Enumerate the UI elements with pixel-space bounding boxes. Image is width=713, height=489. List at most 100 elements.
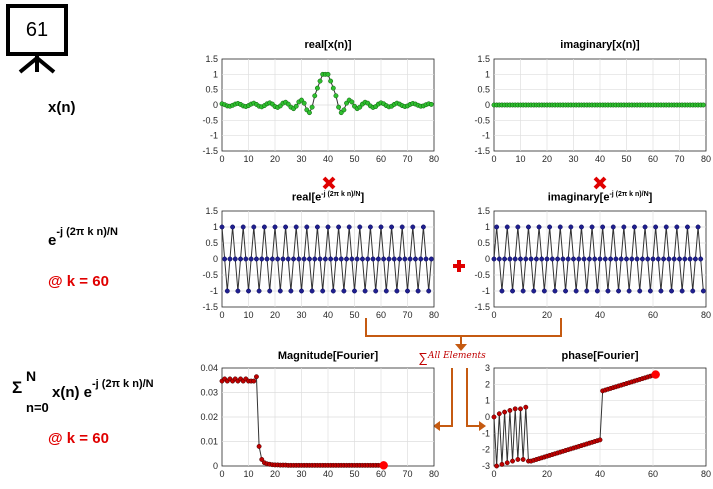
data-point bbox=[573, 288, 579, 294]
data-point bbox=[309, 288, 315, 294]
data-point bbox=[352, 288, 357, 294]
data-point bbox=[219, 224, 225, 230]
data-point bbox=[338, 256, 344, 262]
data-point bbox=[291, 256, 297, 262]
data-point bbox=[666, 256, 672, 262]
data-point bbox=[413, 256, 418, 262]
data-point bbox=[333, 93, 339, 99]
x-tick-label: 40 bbox=[595, 469, 605, 479]
y-tick-label: 0.04 bbox=[200, 364, 218, 373]
y-tick-label: 1 bbox=[213, 222, 218, 232]
data-point bbox=[597, 437, 603, 443]
row-note-k1: @ k = 60 bbox=[48, 273, 109, 290]
data-point bbox=[669, 288, 675, 294]
data-point bbox=[560, 256, 566, 262]
series-line bbox=[493, 226, 704, 292]
data-point bbox=[555, 256, 561, 262]
x-tick-label: 60 bbox=[376, 310, 386, 320]
y-tick-label: 0.5 bbox=[205, 85, 218, 95]
data-point bbox=[504, 224, 510, 230]
y-tick-label: -1.5 bbox=[202, 146, 218, 156]
data-point bbox=[407, 256, 413, 262]
data-point bbox=[624, 256, 629, 262]
data-point bbox=[230, 224, 236, 230]
data-point bbox=[317, 78, 323, 84]
data-point bbox=[594, 288, 600, 294]
data-point bbox=[600, 224, 606, 230]
data-point bbox=[428, 101, 434, 107]
data-point bbox=[227, 256, 233, 262]
data-point bbox=[307, 110, 312, 116]
y-tick-label: 1 bbox=[213, 69, 218, 79]
y-tick-label: 0 bbox=[485, 412, 490, 422]
data-point bbox=[346, 224, 352, 230]
x-tick-label: 30 bbox=[296, 310, 306, 320]
x-tick-label: 40 bbox=[323, 310, 333, 320]
data-point bbox=[602, 256, 608, 262]
data-point bbox=[502, 409, 508, 415]
y-tick-label: -1 bbox=[210, 131, 218, 141]
y-tick-label: -2 bbox=[482, 445, 490, 455]
x-tick-label: 80 bbox=[701, 310, 711, 320]
data-point bbox=[528, 256, 534, 262]
data-point bbox=[259, 256, 265, 262]
data-point bbox=[389, 224, 395, 230]
data-point bbox=[275, 256, 281, 262]
data-point bbox=[616, 288, 622, 294]
data-point bbox=[328, 78, 334, 84]
data-point bbox=[507, 408, 513, 413]
data-point bbox=[496, 411, 502, 417]
x-tick-label: 50 bbox=[349, 469, 359, 479]
data-point bbox=[370, 256, 376, 262]
y-tick-label: 1 bbox=[485, 222, 490, 232]
data-point bbox=[642, 224, 648, 230]
x-tick-label: 40 bbox=[595, 154, 605, 164]
x-tick-label: 20 bbox=[270, 154, 280, 164]
data-point bbox=[510, 288, 515, 294]
data-point bbox=[504, 460, 510, 466]
data-point bbox=[397, 256, 403, 262]
x-tick-label: 40 bbox=[323, 469, 333, 479]
data-point bbox=[597, 256, 603, 262]
y-tick-label: 1.5 bbox=[477, 207, 490, 216]
data-point bbox=[341, 107, 347, 113]
x-tick-label: 10 bbox=[243, 469, 253, 479]
data-point bbox=[333, 256, 339, 262]
data-point bbox=[592, 256, 598, 262]
data-point bbox=[510, 458, 515, 464]
data-point bbox=[491, 414, 497, 420]
data-point bbox=[240, 224, 246, 230]
y-tick-label: -1 bbox=[482, 131, 490, 141]
data-point bbox=[544, 256, 550, 262]
x-tick-label: 60 bbox=[376, 154, 386, 164]
data-point bbox=[428, 256, 434, 262]
x-tick-label: 80 bbox=[429, 469, 439, 479]
data-point bbox=[698, 256, 704, 262]
data-point bbox=[525, 224, 531, 230]
multiply-icon-left bbox=[322, 176, 336, 190]
data-point bbox=[507, 256, 513, 262]
y-tick-label: 0.5 bbox=[477, 85, 490, 95]
x-tick-label: 40 bbox=[323, 154, 333, 164]
data-point bbox=[283, 224, 289, 230]
data-point bbox=[253, 374, 259, 380]
data-point bbox=[512, 406, 518, 412]
data-point bbox=[251, 378, 257, 384]
data-point bbox=[650, 256, 656, 262]
data-point bbox=[549, 256, 555, 262]
x-tick-label: 20 bbox=[542, 469, 552, 479]
data-point bbox=[293, 103, 299, 109]
data-point bbox=[312, 93, 318, 99]
data-point bbox=[238, 256, 243, 262]
x-tick-label: 30 bbox=[568, 154, 578, 164]
y-tick-label: 0.5 bbox=[477, 238, 490, 248]
y-tick-label: 3 bbox=[485, 364, 490, 373]
plot-magnitude: 0 10 20 30 40 50 60 70 80 0.04 0.03 0.02 0.01 0 bbox=[200, 364, 439, 479]
sum-label: All Elements bbox=[428, 351, 486, 361]
y-tick-label: -0.5 bbox=[202, 270, 218, 280]
data-point bbox=[533, 256, 539, 262]
data-point bbox=[415, 288, 421, 294]
data-point bbox=[235, 288, 241, 294]
x-tick-label: 70 bbox=[402, 310, 412, 320]
x-tick-label: 0 bbox=[491, 154, 496, 164]
